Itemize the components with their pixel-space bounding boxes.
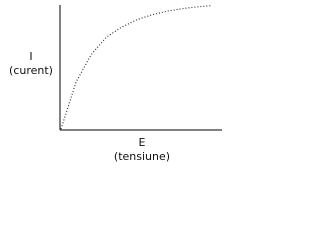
chart: I (curent) E (tensiune) [9, 5, 222, 163]
data-line [60, 5, 213, 130]
x-axis-label: (tensiune) [114, 150, 170, 163]
y-axis-label: (curent) [9, 64, 53, 77]
y-axis-symbol: I [29, 50, 32, 63]
x-axis-symbol: E [139, 136, 146, 149]
